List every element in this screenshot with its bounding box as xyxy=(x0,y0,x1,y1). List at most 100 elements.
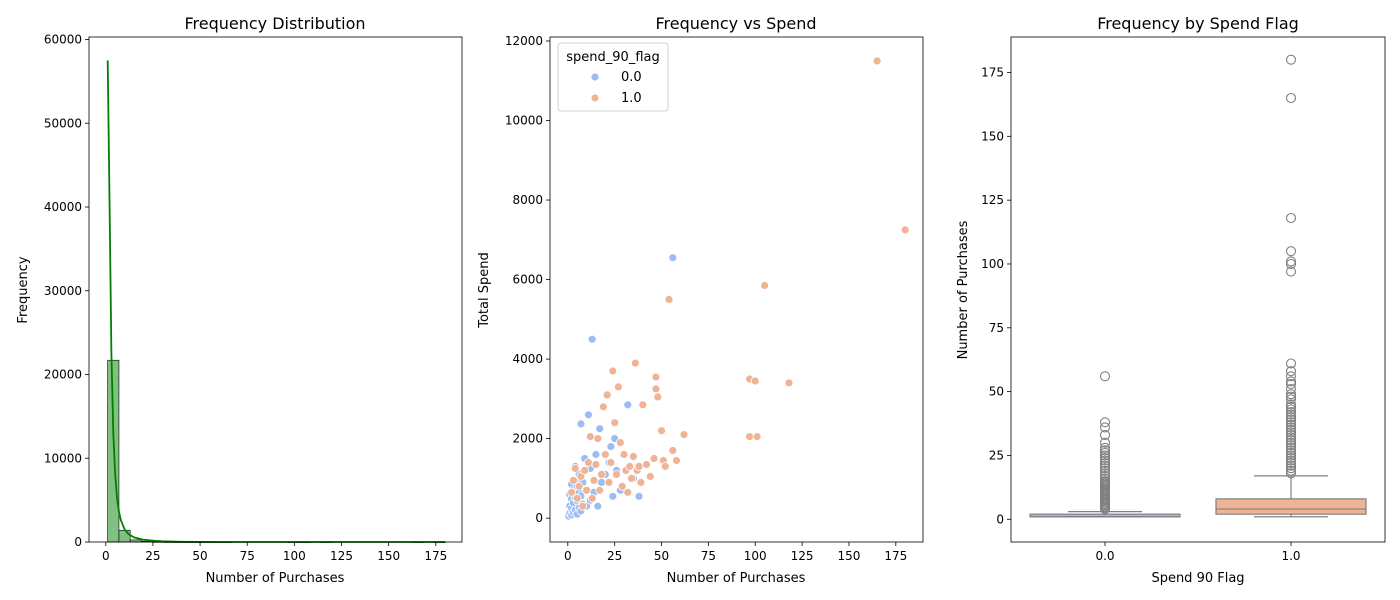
box-outlier xyxy=(1099,417,1111,428)
boxplot-plot-area: 0 25 50 75 100 125 150 175 0.0 1.0 xyxy=(981,36,1386,563)
scatter-point-1.0 xyxy=(585,432,595,442)
box-outlier xyxy=(1285,468,1297,479)
legend-label-1: 1.0 xyxy=(621,91,642,106)
scatter-point-0.0 xyxy=(587,334,597,344)
box-outlier xyxy=(1285,465,1297,476)
histogram-x-tick-label: 25 xyxy=(145,549,160,563)
box-outlier xyxy=(1099,460,1111,471)
scatter-point-1.0 xyxy=(638,400,648,410)
scatter-point-1.0 xyxy=(760,281,769,290)
scatter-point-1.0 xyxy=(750,376,760,386)
scatter-point-1.0 xyxy=(569,475,578,485)
box-outlier xyxy=(1285,458,1297,469)
histogram-bar xyxy=(118,529,131,543)
histogram-y-axis-label: Frequency xyxy=(16,256,31,323)
scatter-point-1.0 xyxy=(645,471,655,481)
box-outlier xyxy=(1099,468,1111,479)
scatter-point-1.0 xyxy=(591,460,601,469)
box-outlier xyxy=(1285,406,1297,418)
box-outlier xyxy=(1099,442,1111,453)
box-outlier xyxy=(1285,384,1297,395)
scatter-point-1.0 xyxy=(610,418,620,428)
box-outlier xyxy=(1285,376,1297,387)
scatter-point-1.0 xyxy=(570,463,580,473)
scatter-y-axis-label: Total Spend xyxy=(477,252,492,329)
box-outlier xyxy=(1285,414,1297,425)
scatter-point-1.0 xyxy=(593,434,603,444)
scatter-point-0.0 xyxy=(576,419,586,429)
boxplot-y-tick-label: 75 xyxy=(989,321,1004,335)
histogram-y-tick-label: 30000 xyxy=(44,284,82,298)
boxplot-x-tick-label: 0.0 xyxy=(1095,549,1114,563)
boxplot-y-tick-label: 25 xyxy=(989,448,1004,462)
legend-marker-1 xyxy=(590,93,600,103)
box-outlier xyxy=(1099,470,1111,481)
scatter-point-1.0 xyxy=(615,438,625,448)
boxplot-y-tick-label: 100 xyxy=(981,257,1004,271)
scatter-y-tick-label: 10000 xyxy=(505,114,543,128)
scatter-point-1.0 xyxy=(595,485,605,495)
box-outlier xyxy=(1285,463,1297,474)
box-outlier xyxy=(1099,447,1111,458)
scatter-panel: Frequency vs Spend Number of Purchases T… xyxy=(477,14,924,586)
histogram-title: Frequency Distribution xyxy=(184,14,365,33)
histogram-x-axis-label: Number of Purchases xyxy=(206,571,345,586)
scatter-point-1.0 xyxy=(612,469,621,479)
box-outlier xyxy=(1285,442,1297,453)
histogram-y-tick-label: 10000 xyxy=(44,451,82,465)
box-outlier xyxy=(1285,256,1297,267)
scatter-point-1.0 xyxy=(679,430,689,440)
scatter-point-1.0 xyxy=(653,392,663,402)
histogram-x-tick-label: 75 xyxy=(240,549,255,563)
scatter-point-1.0 xyxy=(651,384,661,394)
box-outlier xyxy=(1099,465,1111,476)
histogram-x-tick-label: 125 xyxy=(330,549,353,563)
histogram-axes-frame xyxy=(88,36,463,543)
legend-marker-0 xyxy=(590,72,600,82)
scatter-point-1.0 xyxy=(872,56,882,66)
scatter-point-1.0 xyxy=(606,458,616,467)
histogram-x-tick-label: 100 xyxy=(283,549,306,563)
scatter-point-1.0 xyxy=(584,458,593,467)
boxplot-y-tick-label: 175 xyxy=(981,65,1004,79)
scatter-point-1.0 xyxy=(672,456,681,465)
box-outlier xyxy=(1099,422,1111,433)
boxplot-y-tick-label: 125 xyxy=(981,193,1004,207)
box-outlier xyxy=(1285,371,1297,382)
box-outlier xyxy=(1285,460,1297,471)
box-outlier xyxy=(1099,458,1111,469)
scatter-point-0.0 xyxy=(595,424,605,434)
histogram-x-tick-label: 0 xyxy=(102,549,110,563)
scatter-point-1.0 xyxy=(630,358,640,368)
box-outlier xyxy=(1285,258,1297,270)
boxplot-y-tick-label: 0 xyxy=(996,512,1004,526)
scatter-x-tick-label: 150 xyxy=(838,549,861,563)
scatter-point-1.0 xyxy=(608,366,618,376)
boxplot-axes-frame xyxy=(1010,36,1386,543)
scatter-point-0.0 xyxy=(634,491,644,501)
scatter-point-1.0 xyxy=(660,461,670,471)
histogram-plot-area: 0 10000 20000 30000 40000 50000 60000 0 25 50 75 10… xyxy=(44,33,463,563)
scatter-point-1.0 xyxy=(900,225,910,235)
box-outlier xyxy=(1099,455,1111,466)
box-outlier xyxy=(1285,435,1297,446)
boxplot-x-axis-label: Spend 90 Flag xyxy=(1151,571,1244,586)
scatter-point-0.0 xyxy=(668,253,678,263)
histogram-y-tick-label: 60000 xyxy=(44,33,82,47)
boxplot-title: Frequency by Spend Flag xyxy=(1097,14,1299,33)
scatter-y-tick-label: 2000 xyxy=(512,432,543,446)
scatter-point-1.0 xyxy=(634,461,644,471)
legend-frame xyxy=(557,42,669,112)
box-outlier xyxy=(1285,212,1297,224)
scatter-point-1.0 xyxy=(599,402,608,412)
scatter-point-1.0 xyxy=(582,485,591,495)
scatter-point-1.0 xyxy=(614,382,623,392)
box-outlier xyxy=(1285,445,1297,456)
legend-title: spend_90_flag xyxy=(566,50,659,65)
scatter-point-1.0 xyxy=(668,446,678,455)
scatter-legend: spend_90_flag 0.0 1.0 xyxy=(557,42,669,112)
box-outlier xyxy=(1099,463,1111,474)
scatter-x-axis-label: Number of Purchases xyxy=(667,571,806,586)
scatter-point-1.0 xyxy=(745,432,754,442)
scatter-y-tick-label: 8000 xyxy=(512,193,543,207)
